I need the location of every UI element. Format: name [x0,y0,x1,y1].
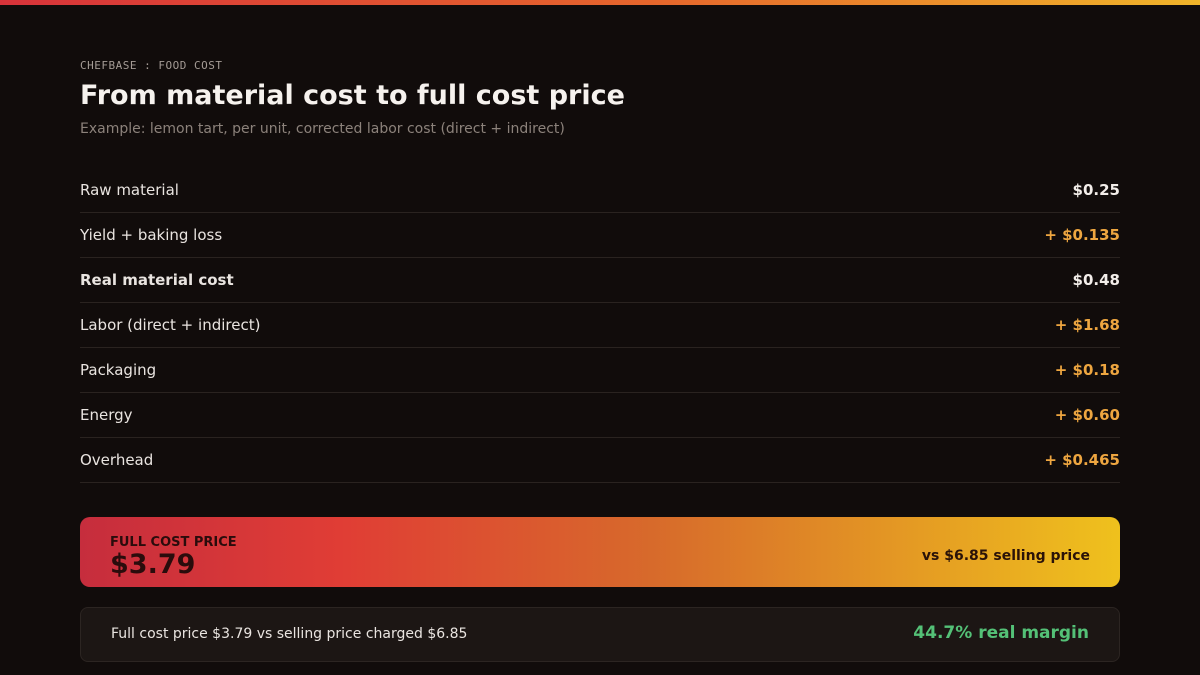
total-value: $3.79 [110,549,196,580]
row-value: + $0.465 [1044,451,1120,469]
subtitle: Example: lemon tart, per unit, corrected… [80,121,565,137]
row-value: + $1.68 [1054,316,1120,334]
row-value: + $0.18 [1054,361,1120,379]
cost-row: Labor (direct + indirect) + $1.68 [80,303,1120,348]
total-banner: FULL COST PRICE $3.79 vs $6.85 selling p… [80,517,1120,587]
total-comparison: vs $6.85 selling price [921,548,1090,564]
row-label: Labor (direct + indirect) [80,316,261,334]
cost-row: Raw material $0.25 [80,168,1120,213]
row-label: Yield + baking loss [80,226,223,244]
row-value: $0.48 [1072,271,1120,289]
row-label: Packaging [80,361,157,379]
row-value: $0.25 [1072,181,1120,199]
total-label: FULL COST PRICE [110,535,237,550]
summary-box: Full cost price $3.79 vs selling price c… [80,607,1120,662]
cost-row: Real material cost $0.48 [80,258,1120,303]
cost-row: Energy + $0.60 [80,393,1120,438]
accent-bar [0,0,1200,5]
margin: 44.7% real margin [913,623,1089,643]
cost-row: Overhead + $0.465 [80,438,1120,483]
summary-text: Full cost price $3.79 vs selling price c… [111,626,468,642]
cost-rows: Raw material $0.25 Yield + baking loss + $… [80,168,1120,483]
row-label: Overhead [80,451,154,469]
row-value: + $0.60 [1054,406,1120,424]
row-value: + $0.135 [1044,226,1120,244]
row-label: Raw material [80,181,179,199]
eyebrow: CHEFBASE : FOOD COST [80,59,223,72]
cost-row: Yield + baking loss + $0.135 [80,213,1120,258]
row-label: Real material cost [80,271,234,289]
title: From material cost to full cost price [80,80,625,111]
row-label: Energy [80,406,133,424]
cost-row: Packaging + $0.18 [80,348,1120,393]
